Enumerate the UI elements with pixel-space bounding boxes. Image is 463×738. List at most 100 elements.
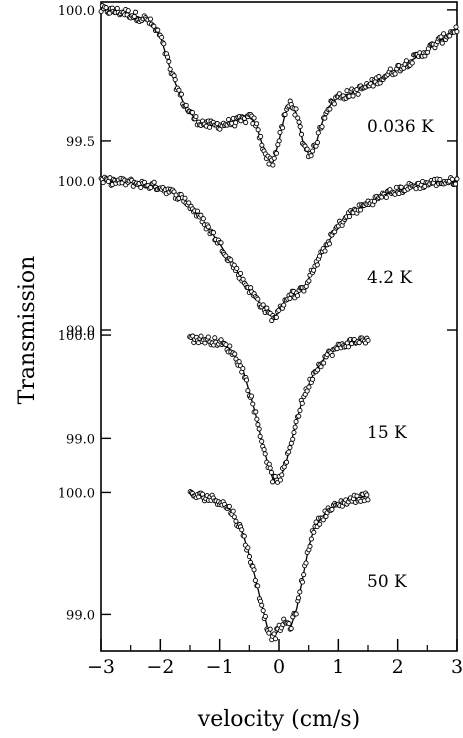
data-point [103,5,109,11]
data-point [246,554,253,560]
data-point [283,459,290,465]
data-point [151,23,157,29]
data-point [296,119,302,125]
data-point [311,267,317,273]
data-point [346,214,353,220]
data-point [131,13,137,20]
data-point [226,116,232,123]
data-point [321,360,327,366]
data-point [251,115,257,121]
data-point [270,162,276,168]
data-point [277,477,283,483]
data-point [230,508,236,514]
data-point [252,577,258,583]
data-point [166,59,172,65]
data-points [187,489,371,643]
temperature-label: 50 K [367,572,407,592]
data-point [292,112,298,118]
data-point [297,124,303,130]
x-tick-label: −2 [146,656,174,678]
data-point [255,422,261,428]
data-point [267,465,273,471]
x-tick-label: 3 [451,656,463,678]
data-point [259,438,265,444]
data-points [98,174,460,324]
data-point [241,533,247,539]
data-point [308,536,314,542]
x-tick-label: 1 [332,656,344,678]
data-point [299,400,305,406]
data-point [207,124,213,130]
data-point [236,359,242,365]
data-point [355,91,361,97]
data-point [266,461,272,467]
data-point [254,121,260,127]
data-point [314,262,320,268]
data-point [286,621,292,627]
data-point [212,335,218,341]
data-point [165,54,171,60]
data-point [227,343,233,349]
data-point [262,613,268,619]
data-point [205,224,211,230]
data-point [133,9,139,15]
data-point [279,125,286,131]
y-tick-label: 100.0 [58,486,95,501]
x-tick-label: −1 [206,656,234,678]
data-point [295,115,301,121]
data-point [288,440,294,446]
data-point [167,66,173,72]
data-point [155,27,161,33]
y-tick-label: 99.5 [66,135,95,150]
data-point [232,351,238,357]
temperature-label: 4.2 K [367,268,412,288]
data-point [255,583,261,589]
data-point [315,130,321,136]
data-point [306,278,312,284]
data-point [288,626,294,632]
data-point [257,433,263,439]
plot-border [100,1,458,652]
data-point [281,302,287,308]
data-point [409,60,415,66]
data-point [297,407,303,413]
data-point [270,479,276,485]
data-point [358,207,364,213]
data-point [322,248,328,254]
data-point [200,216,206,222]
data-point [370,83,376,89]
data-point [304,388,310,394]
data-point [327,106,333,112]
data-point [161,41,167,47]
data-point [233,120,239,126]
data-point [329,352,335,359]
data-points [187,333,371,485]
data-point [183,102,189,108]
y-tick-label: 99.0 [66,608,95,623]
spectrum-panel-3: 100.0 99.0 15 K [58,329,407,485]
data-point [261,447,267,453]
data-point [245,545,251,551]
data-point [313,519,319,525]
data-point [282,111,288,118]
data-point [453,24,459,30]
data-point [326,241,333,247]
data-point [319,124,325,130]
data-point [186,200,192,206]
data-point [441,31,447,37]
data-point [454,176,460,182]
data-point [267,626,273,632]
data-point [256,426,262,432]
x-tick-label: 0 [273,656,285,678]
data-point [138,184,144,191]
data-point [287,295,293,302]
data-point [260,302,266,308]
data-point [304,146,310,152]
data-point [315,367,321,373]
data-point [383,194,389,200]
data-point [293,611,299,617]
x-axis: −3 −2 −1 0 1 2 3 [87,639,463,678]
fit-curve [189,494,369,641]
data-point [454,29,460,35]
